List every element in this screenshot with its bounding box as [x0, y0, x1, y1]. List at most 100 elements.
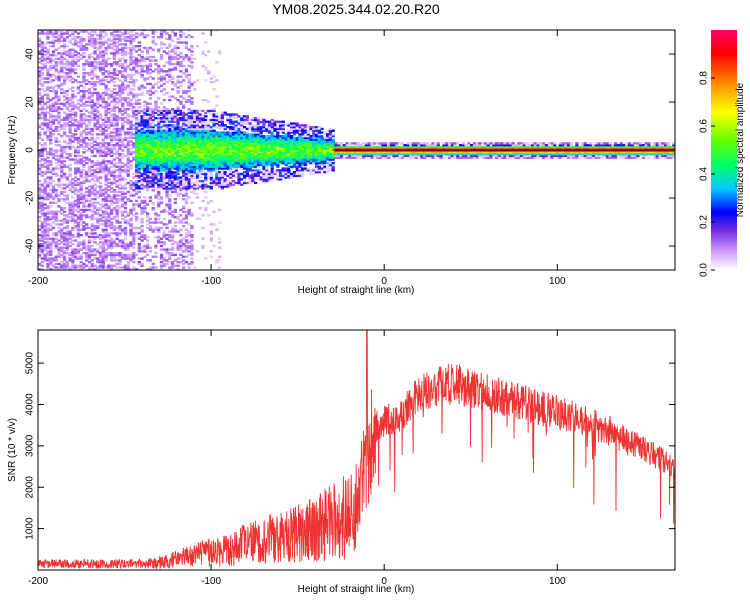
spectrogram-cell — [134, 147, 139, 150]
spectrogram-cell — [218, 118, 222, 122]
spectrogram-cell — [226, 144, 230, 147]
spectrogram-cell — [115, 50, 119, 53]
spectrogram-cell — [82, 91, 86, 95]
spectrogram-cell — [123, 131, 128, 134]
spectrogram-cell — [168, 219, 172, 222]
spectrogram-cell — [51, 172, 56, 176]
spectrogram-cell — [76, 32, 81, 35]
spectrogram-cell — [226, 117, 230, 120]
spectrogram-cell — [82, 198, 86, 201]
spectrogram-cell — [40, 250, 45, 253]
spectrogram-cell — [198, 145, 202, 149]
spectrogram-cell — [76, 264, 81, 267]
spectrogram-cell — [62, 243, 67, 246]
spectrogram-cell — [60, 36, 64, 39]
spectrogram-cell — [79, 126, 83, 129]
spectrogram-cell — [68, 88, 72, 91]
spectrogram-cell — [43, 237, 47, 240]
spectrogram-cell — [104, 232, 108, 235]
spectrogram-cell — [193, 172, 197, 176]
spectrogram-cell — [87, 248, 92, 251]
spectrogram-cell — [165, 163, 169, 167]
spectrogram-cell — [256, 145, 261, 149]
spectrogram-cell — [148, 108, 153, 111]
spectrogram-cell — [107, 118, 111, 122]
spectrogram-cell — [143, 142, 147, 145]
spectrogram-cell — [62, 210, 67, 213]
spectrogram-cell — [126, 153, 130, 156]
spectrogram-cell — [54, 32, 58, 35]
spectrogram-cell — [193, 133, 197, 136]
spectrogram-cell — [85, 246, 89, 249]
spectrogram-cell — [57, 120, 61, 123]
spectrogram-cell — [134, 93, 139, 96]
spectrogram-cell — [49, 64, 53, 68]
spectrogram-cell — [182, 79, 186, 82]
spectrogram-cell — [129, 115, 133, 118]
spectrogram-cell — [204, 131, 208, 134]
spectrogram-cell — [187, 129, 191, 132]
spectrogram-cell — [87, 203, 92, 206]
spectrogram-cell — [159, 210, 164, 213]
spectrogram-cell — [220, 113, 225, 116]
spectrogram-cell — [248, 144, 252, 147]
spectrogram-cell — [148, 122, 153, 125]
spectrogram-cell — [226, 174, 230, 177]
spectrogram-cell — [82, 79, 86, 82]
spectrogram-cell — [146, 50, 150, 53]
spectrogram-cell — [184, 117, 189, 120]
spectrogram-cell — [234, 163, 238, 167]
spectrogram-cell — [140, 160, 144, 163]
spectrogram-cell — [43, 207, 47, 210]
spectrogram-cell — [240, 145, 244, 149]
spectrogram-cell — [68, 50, 72, 53]
spectrogram-cell — [146, 142, 150, 145]
spectrogram-cell — [254, 165, 258, 168]
spectrogram-cell — [104, 135, 108, 138]
spectrogram-cell — [112, 45, 117, 48]
spectrogram-cell — [140, 187, 144, 190]
spectrogram-cell — [85, 174, 89, 177]
spectrogram-cell — [256, 162, 261, 165]
spectrogram-cell — [146, 147, 150, 150]
spectrogram-cell — [71, 207, 75, 210]
spectrogram-cell — [107, 252, 111, 255]
spectrogram-cell — [123, 145, 128, 149]
spectrogram-cell — [234, 160, 238, 163]
spectrogram-cell — [62, 221, 67, 224]
spectrogram-cell — [201, 122, 205, 125]
spectrogram-cell — [195, 217, 200, 221]
spectrogram-cell — [154, 133, 158, 136]
spectrogram-cell — [151, 140, 155, 143]
spectrogram-cell — [123, 111, 128, 114]
spectrogram-cell — [65, 124, 69, 127]
spectrogram-cell — [240, 147, 244, 150]
spectrogram-cell — [76, 149, 81, 152]
spectrogram-cell — [68, 189, 72, 192]
spectrogram-cell — [154, 131, 158, 134]
spectrogram-cell — [229, 113, 233, 116]
spectrogram-cell — [121, 109, 125, 113]
spectrogram-cell — [159, 255, 164, 258]
spectrogram-cell — [157, 136, 161, 140]
spectrogram-cell — [40, 189, 45, 192]
spectrogram-cell — [54, 217, 58, 221]
spectrogram-cell — [38, 37, 42, 41]
spectrogram-cell — [234, 120, 238, 123]
spectrogram-cell — [154, 109, 158, 113]
spectrogram-cell — [240, 136, 244, 140]
spectrogram-cell — [126, 198, 130, 201]
spectrogram-cell — [60, 156, 64, 159]
spectrogram-cell — [115, 194, 119, 197]
spectrogram-cell — [38, 180, 42, 183]
spectrogram-cell — [184, 127, 189, 131]
spectrogram-cell — [151, 183, 155, 186]
spectrogram-cell — [71, 37, 75, 41]
spectrogram-cell — [245, 162, 249, 165]
spectrogram-cell — [179, 52, 183, 55]
spectrogram-cell — [165, 162, 169, 165]
spectrogram-cell — [118, 207, 122, 210]
spectrogram-cell — [85, 223, 89, 226]
spectrogram-cell — [112, 73, 117, 77]
spectrogram-cell — [46, 136, 50, 140]
